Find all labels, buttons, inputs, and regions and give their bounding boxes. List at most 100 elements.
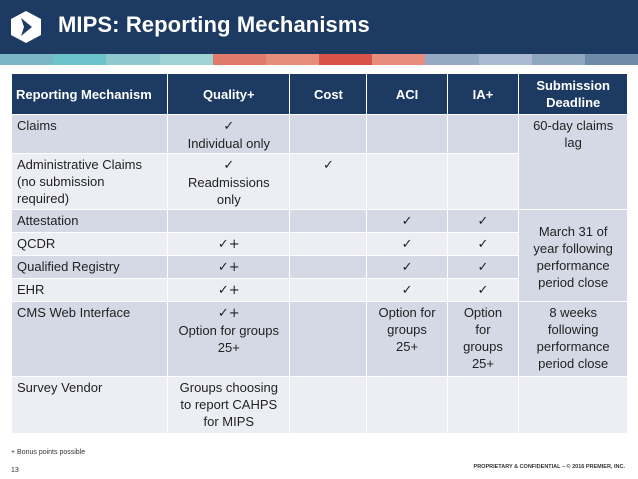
header-cost: Cost xyxy=(289,73,368,115)
mechanism-label: EHR xyxy=(17,282,45,297)
header-reporting-mechanism: Reporting Mechanism xyxy=(10,73,169,115)
cell-aci: ✓ xyxy=(366,209,448,233)
table-row: EHR ✓+ ✓ ✓ xyxy=(10,278,628,302)
cell-aci xyxy=(366,153,448,210)
stripe-segment xyxy=(212,54,266,65)
deadline-line: period close xyxy=(538,356,609,371)
mechanism-label: QCDR xyxy=(17,236,56,251)
deadline-line: performance xyxy=(536,257,610,273)
checkmark-plus-icon: ✓+ xyxy=(217,237,240,252)
mechanism-label: Survey Vendor xyxy=(17,380,103,395)
cell-mechanism: Claims xyxy=(10,114,169,154)
ia-note: groups xyxy=(463,339,503,354)
checkmark-plus-icon: ✓+ xyxy=(217,260,240,275)
aci-note: Option for xyxy=(378,305,436,320)
cell-ia xyxy=(446,114,520,154)
mechanism-label: CMS Web Interface xyxy=(17,305,131,320)
stripe-segment xyxy=(319,54,373,65)
checkmark-icon: ✓ xyxy=(223,158,235,173)
cell-deadline-claims: 60-day claims lag xyxy=(518,114,628,210)
cell-quality xyxy=(167,209,291,233)
cell-ia xyxy=(446,153,520,210)
deadline-line: year following xyxy=(533,240,613,256)
table-header-row: Reporting Mechanism Quality+ Cost ACI IA… xyxy=(10,73,628,115)
cell-quality: ✓+ xyxy=(167,232,291,256)
deadline-line: lag xyxy=(564,135,582,150)
color-stripe xyxy=(0,54,638,65)
cell-cost xyxy=(289,209,368,233)
cell-ia xyxy=(446,376,520,434)
deadline-line: 8 weeks xyxy=(549,305,598,320)
cell-mechanism: Attestation xyxy=(10,209,169,233)
cell-cost xyxy=(289,376,368,434)
cell-ia: ✓ xyxy=(446,209,520,233)
deadline-line: March 31 of xyxy=(538,223,608,239)
checkmark-plus-icon: ✓+ xyxy=(217,306,240,321)
cell-quality: ✓+ xyxy=(167,255,291,279)
quality-note: Individual only xyxy=(187,136,270,151)
table-row: QCDR ✓+ ✓ ✓ xyxy=(10,232,628,256)
slide-header: MIPS: Reporting Mechanisms xyxy=(0,0,638,54)
header-aci: ACI xyxy=(366,73,448,115)
cell-mechanism: CMS Web Interface xyxy=(10,301,169,377)
checkmark-icon: ✓ xyxy=(401,214,413,229)
reporting-mechanisms-table: Reporting Mechanism Quality+ Cost ACI IA… xyxy=(10,73,628,434)
table-row: Attestation ✓ ✓ March 31 of year followi… xyxy=(10,209,628,302)
premier-logo-icon xyxy=(8,9,44,45)
cell-deadline-cms: 8 weeks following performance period clo… xyxy=(518,301,628,377)
mechanism-label: Claims xyxy=(17,118,57,133)
cell-cost xyxy=(289,301,368,377)
mechanism-label: Administrative Claims xyxy=(17,157,142,172)
mechanism-label: Attestation xyxy=(17,213,79,228)
header-ia: IA+ xyxy=(446,73,520,115)
quality-note: Option for groups xyxy=(178,323,279,338)
table-row: Administrative Claims (no submission req… xyxy=(10,153,628,210)
cell-aci xyxy=(366,376,448,434)
stripe-segment xyxy=(106,54,160,65)
stripe-segment xyxy=(159,54,213,65)
stripe-segment xyxy=(265,54,320,65)
cell-aci: Option for groups 25+ xyxy=(366,301,448,377)
cell-quality: ✓ Readmissions only xyxy=(167,153,291,210)
header-submission-deadline: Submission Deadline xyxy=(518,73,628,115)
cell-cost xyxy=(289,278,368,302)
quality-note: to report CAHPS xyxy=(180,397,278,412)
cell-quality: ✓+ xyxy=(167,278,291,302)
deadline-line: performance xyxy=(536,339,610,354)
cell-ia: ✓ xyxy=(446,255,520,279)
cell-ia: ✓ xyxy=(446,278,520,302)
checkmark-icon: ✓ xyxy=(401,260,413,275)
checkmark-icon: ✓ xyxy=(401,283,413,298)
checkmark-icon: ✓ xyxy=(477,283,489,298)
cell-aci xyxy=(366,114,448,154)
stripe-segment xyxy=(531,54,585,65)
cell-mechanism: Survey Vendor xyxy=(10,376,169,434)
quality-note: Readmissions xyxy=(187,175,270,190)
stripe-segment xyxy=(0,54,54,65)
cell-mechanism: Qualified Registry xyxy=(10,255,169,279)
checkmark-icon: ✓ xyxy=(323,158,334,173)
ia-note: Option xyxy=(463,305,503,320)
stripe-segment xyxy=(372,54,426,65)
stripe-segment xyxy=(478,54,532,65)
mechanism-label: Qualified Registry xyxy=(17,259,120,274)
checkmark-icon: ✓ xyxy=(477,237,489,252)
aci-note: groups xyxy=(387,322,427,337)
checkmark-icon: ✓ xyxy=(401,237,413,252)
checkmark-icon: ✓ xyxy=(477,260,489,275)
checkmark-icon: ✓ xyxy=(477,214,489,229)
cell-mechanism: Administrative Claims (no submission req… xyxy=(10,153,169,210)
cell-aci: ✓ xyxy=(366,232,448,256)
cell-deadline xyxy=(518,376,628,434)
mechanism-label: required) xyxy=(17,191,70,206)
cell-mechanism: QCDR xyxy=(10,232,169,256)
cell-cost xyxy=(289,232,368,256)
header-quality: Quality+ xyxy=(167,73,291,115)
stripe-segment xyxy=(425,54,479,65)
slide-title: MIPS: Reporting Mechanisms xyxy=(58,12,370,37)
cell-ia: ✓ xyxy=(446,232,520,256)
stripe-segment xyxy=(584,54,638,65)
cell-cost xyxy=(289,255,368,279)
checkmark-plus-icon: ✓+ xyxy=(217,283,240,298)
cell-mechanism: EHR xyxy=(10,278,169,302)
